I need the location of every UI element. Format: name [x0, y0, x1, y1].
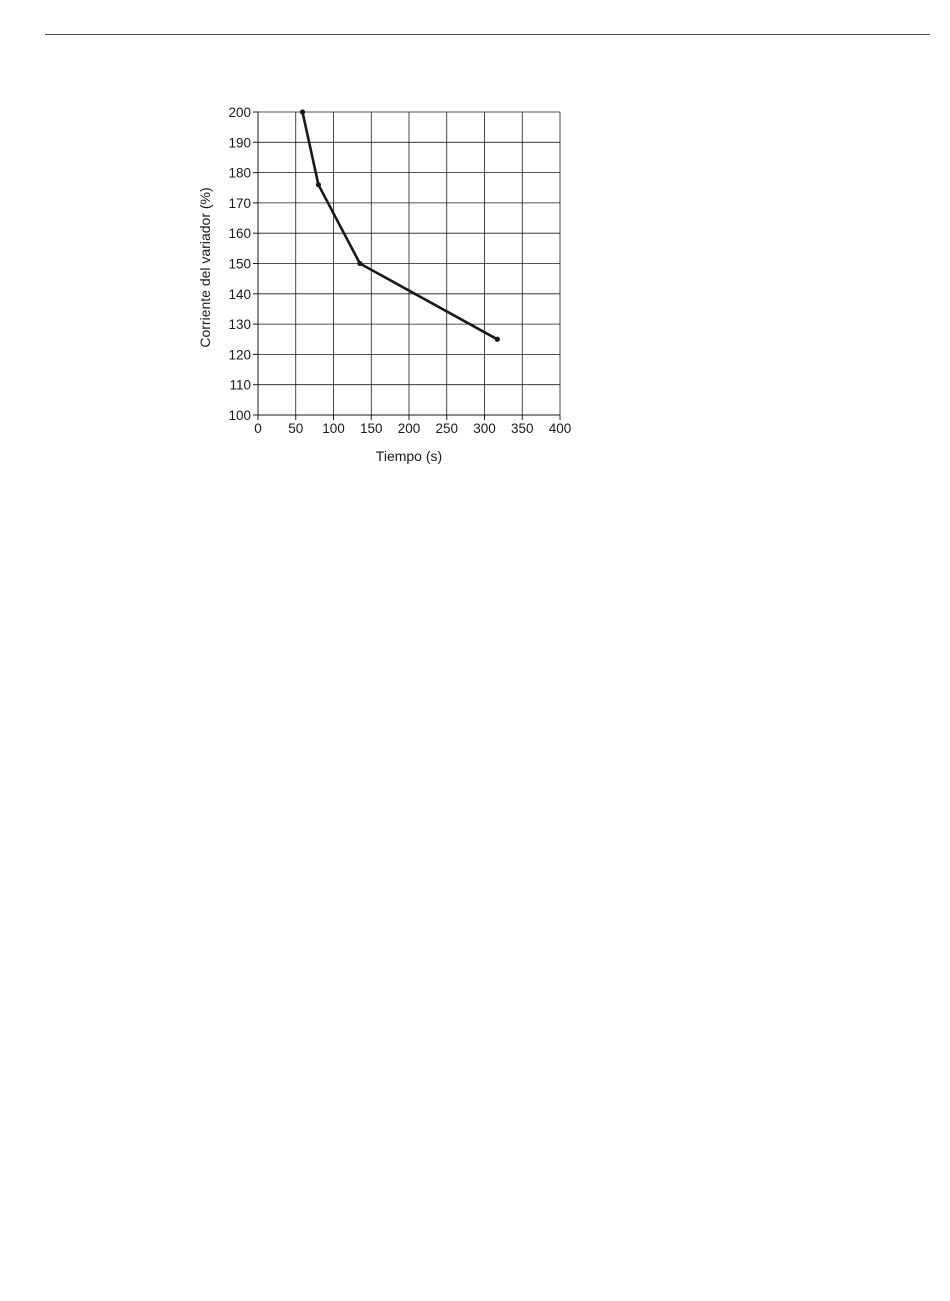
x-tick-label: 300	[473, 421, 496, 436]
y-axis-ticks: 100 110 120 130 140 150 160 170 180 190 200	[228, 105, 258, 423]
x-tick-label: 0	[254, 421, 262, 436]
x-axis-title: Tiempo (s)	[376, 448, 442, 464]
y-tick-label: 200	[228, 105, 251, 120]
y-tick-label: 170	[228, 196, 251, 211]
data-point	[357, 260, 363, 267]
x-tick-label: 150	[360, 421, 383, 436]
data-point	[494, 336, 500, 342]
x-tick-label: 200	[398, 421, 421, 436]
line-chart: 100 110 120 130 140 150 160 170 180 190 200 0 50 100…	[197, 105, 571, 464]
y-tick-label: 150	[228, 257, 251, 272]
y-tick-label: 130	[228, 317, 251, 332]
header-rule	[45, 34, 930, 35]
data-point	[299, 109, 306, 115]
y-tick-label: 140	[228, 287, 251, 302]
y-axis-title: Corriente del variador (%)	[197, 187, 213, 347]
x-tick-label: 100	[322, 421, 345, 436]
y-tick-label: 100	[228, 408, 251, 423]
x-tick-label: 250	[435, 421, 458, 436]
chart-figure: 100 110 120 130 140 150 160 170 180 190 200 0 50 100…	[190, 95, 600, 485]
y-tick-label: 120	[228, 347, 251, 362]
series-line	[301, 110, 499, 341]
y-tick-label: 190	[228, 135, 251, 150]
x-tick-label: 50	[288, 421, 303, 436]
series	[299, 109, 500, 342]
y-tick-label: 180	[228, 166, 251, 181]
y-tick-label: 160	[228, 226, 251, 241]
x-tick-label: 400	[549, 421, 572, 436]
data-point	[315, 182, 321, 188]
y-tick-label: 110	[229, 378, 251, 393]
grid	[257, 111, 561, 416]
x-axis-ticks: 0 50 100 150 200 250 300 350 400	[254, 415, 571, 436]
x-tick-label: 350	[511, 421, 534, 436]
